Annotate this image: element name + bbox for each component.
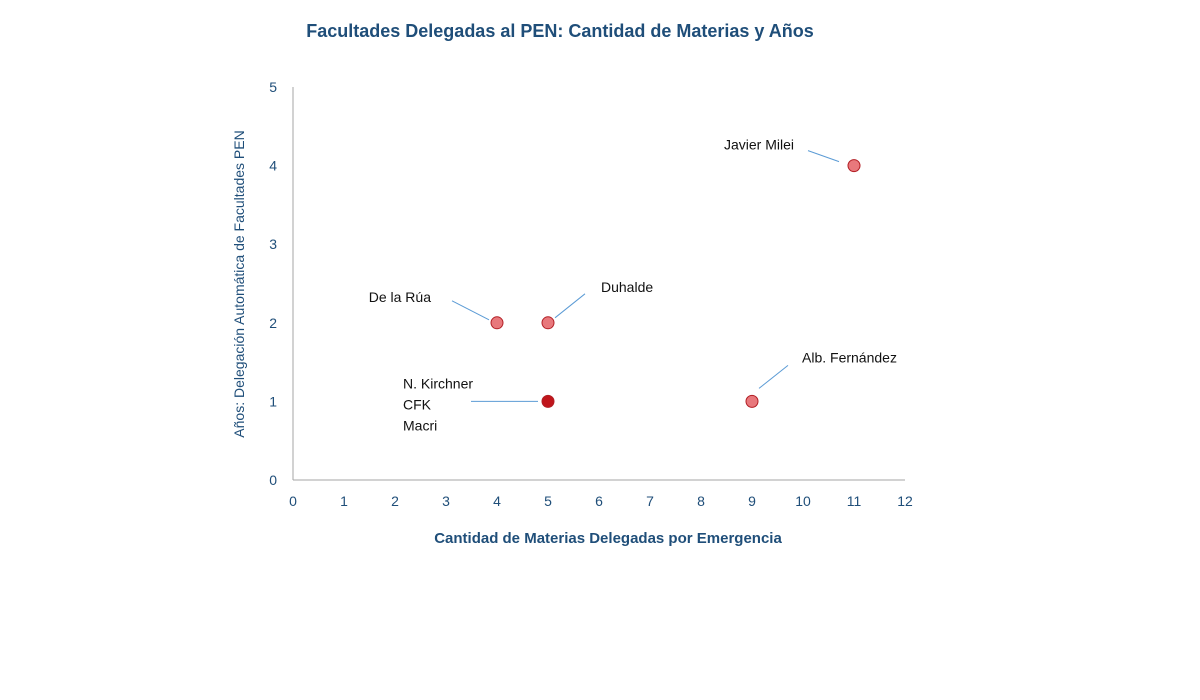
y-tick-label: 2 xyxy=(269,315,277,331)
x-tick-label: 10 xyxy=(795,493,811,509)
x-tick-label: 9 xyxy=(748,493,756,509)
x-tick-label: 7 xyxy=(646,493,654,509)
point-label: Macri xyxy=(403,417,437,433)
y-tick-label: 1 xyxy=(269,393,277,409)
data-point xyxy=(847,159,861,173)
x-tick-label: 5 xyxy=(544,493,552,509)
leader-line xyxy=(451,300,490,321)
data-points xyxy=(490,159,861,408)
annotations: De la Rúa Duhalde N. Kirchner CFK Macri Alb. … xyxy=(369,137,897,434)
point-label: De la Rúa xyxy=(369,289,431,305)
chart-title: Facultades Delegadas al PEN: Cantidad de… xyxy=(306,21,814,41)
point-label: Duhalde xyxy=(601,279,653,295)
data-point xyxy=(541,316,555,330)
leader-line xyxy=(554,293,586,319)
x-tick-label: 1 xyxy=(340,493,348,509)
y-tick-label: 3 xyxy=(269,236,277,252)
point-label: CFK xyxy=(403,396,432,412)
x-tick-label: 3 xyxy=(442,493,450,509)
y-axis-title: Años: Delegación Automática de Facultade… xyxy=(231,130,247,437)
x-axis-title: Cantidad de Materias Delegadas por Emerg… xyxy=(434,530,782,547)
data-point xyxy=(745,394,759,408)
x-tick-label: 2 xyxy=(391,493,399,509)
x-tick-label: 6 xyxy=(595,493,603,509)
x-tick-label: 11 xyxy=(847,493,862,509)
data-point xyxy=(541,394,555,408)
x-tick-label: 8 xyxy=(697,493,705,509)
y-tick-label: 0 xyxy=(269,472,277,488)
point-label: Javier Milei xyxy=(724,137,794,153)
x-tick-label: 0 xyxy=(289,493,297,509)
axes xyxy=(292,87,905,481)
y-tick-label: 4 xyxy=(269,158,277,174)
data-point xyxy=(490,316,504,330)
point-label: Alb. Fernández xyxy=(802,349,897,365)
leader-line xyxy=(758,365,789,389)
leader-line xyxy=(807,150,840,163)
point-label: N. Kirchner xyxy=(403,375,473,391)
x-tick-label: 4 xyxy=(493,493,501,509)
y-tick-label: 5 xyxy=(269,79,277,95)
x-tick-label: 12 xyxy=(897,493,913,509)
